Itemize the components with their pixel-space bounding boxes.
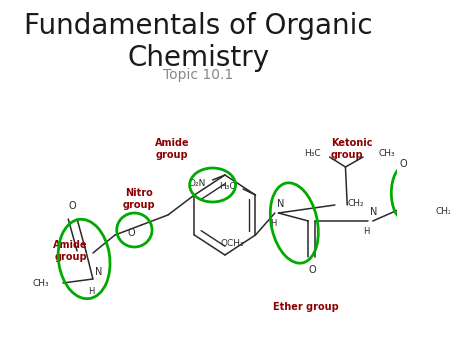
- Text: CH₃: CH₃: [32, 279, 49, 288]
- Text: Ketonic
group: Ketonic group: [331, 138, 372, 160]
- Text: N: N: [277, 199, 284, 209]
- Text: CH₂: CH₂: [347, 198, 364, 208]
- Text: CH₂I: CH₂I: [436, 207, 450, 216]
- Text: Ether group: Ether group: [274, 302, 339, 312]
- Text: O: O: [400, 159, 408, 169]
- Text: Amide
group: Amide group: [155, 138, 189, 160]
- Text: N: N: [370, 207, 378, 217]
- Text: O: O: [127, 228, 135, 238]
- Text: Fundamentals of Organic
Chemistry: Fundamentals of Organic Chemistry: [24, 12, 373, 72]
- Text: H₃C: H₃C: [304, 148, 321, 158]
- Text: Amide
group: Amide group: [53, 240, 88, 262]
- Text: H₃C: H₃C: [220, 183, 236, 192]
- Text: O: O: [69, 201, 76, 211]
- Text: Nitro
group: Nitro group: [123, 188, 156, 210]
- Text: OCH₃: OCH₃: [221, 239, 244, 247]
- Text: N: N: [94, 267, 102, 277]
- Text: O: O: [308, 265, 316, 275]
- Text: H: H: [88, 287, 94, 296]
- Text: CH₃: CH₃: [379, 148, 396, 158]
- Text: H: H: [364, 227, 370, 236]
- Text: Topic 10.1: Topic 10.1: [163, 68, 234, 82]
- Text: H: H: [270, 219, 276, 228]
- Text: O₂N: O₂N: [188, 178, 206, 188]
